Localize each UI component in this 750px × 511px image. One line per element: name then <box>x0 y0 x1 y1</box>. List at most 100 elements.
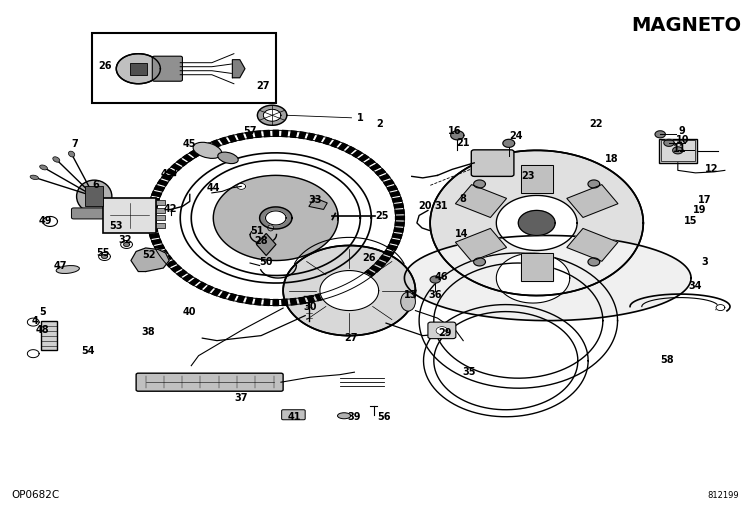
Polygon shape <box>290 131 297 137</box>
Polygon shape <box>256 234 276 256</box>
Polygon shape <box>154 185 164 191</box>
FancyBboxPatch shape <box>136 373 284 391</box>
Text: 20: 20 <box>419 201 432 212</box>
Text: 54: 54 <box>82 345 95 356</box>
Ellipse shape <box>338 413 351 419</box>
Polygon shape <box>664 140 674 146</box>
Polygon shape <box>101 254 107 259</box>
Text: 38: 38 <box>142 327 155 337</box>
Polygon shape <box>346 282 355 289</box>
Ellipse shape <box>53 157 60 162</box>
FancyBboxPatch shape <box>152 56 182 81</box>
Polygon shape <box>263 109 281 121</box>
Polygon shape <box>364 270 375 277</box>
Text: 51: 51 <box>251 226 264 237</box>
Text: 2: 2 <box>376 119 382 129</box>
Polygon shape <box>158 180 168 185</box>
Polygon shape <box>346 147 355 154</box>
Polygon shape <box>147 216 156 220</box>
Bar <box>130 63 147 75</box>
Text: 44: 44 <box>206 183 220 193</box>
Polygon shape <box>474 180 485 188</box>
Polygon shape <box>387 185 398 191</box>
Bar <box>156 216 165 220</box>
Polygon shape <box>307 133 315 140</box>
Bar <box>156 223 165 228</box>
Polygon shape <box>149 197 159 202</box>
Text: 12: 12 <box>705 165 718 174</box>
Polygon shape <box>390 239 400 244</box>
Text: 8: 8 <box>460 194 466 204</box>
Polygon shape <box>166 169 176 175</box>
Polygon shape <box>196 147 206 154</box>
Polygon shape <box>307 296 315 303</box>
Text: 41: 41 <box>287 412 301 422</box>
Polygon shape <box>211 140 220 147</box>
Polygon shape <box>161 174 172 180</box>
Text: 23: 23 <box>521 171 535 181</box>
Polygon shape <box>567 228 618 261</box>
Polygon shape <box>149 234 159 239</box>
Text: 29: 29 <box>438 328 452 338</box>
Polygon shape <box>27 318 39 326</box>
Text: 47: 47 <box>54 261 68 270</box>
Polygon shape <box>394 203 404 208</box>
Bar <box>661 141 694 161</box>
Text: 19: 19 <box>693 205 706 216</box>
Bar <box>92 33 276 103</box>
Text: 58: 58 <box>661 355 674 365</box>
Text: 32: 32 <box>118 236 132 245</box>
Ellipse shape <box>217 152 238 164</box>
Text: 40: 40 <box>183 307 196 317</box>
Polygon shape <box>158 250 168 256</box>
Polygon shape <box>430 276 440 283</box>
Text: 31: 31 <box>434 201 448 212</box>
Bar <box>658 139 697 163</box>
Text: 27: 27 <box>345 333 358 343</box>
Polygon shape <box>255 298 261 305</box>
Ellipse shape <box>76 180 112 213</box>
Text: 46: 46 <box>434 271 448 282</box>
Polygon shape <box>323 137 332 145</box>
Polygon shape <box>196 282 206 289</box>
Polygon shape <box>315 294 323 300</box>
Text: 13: 13 <box>404 290 417 299</box>
Text: 1: 1 <box>357 113 364 123</box>
Polygon shape <box>567 184 618 218</box>
Text: OP0682C: OP0682C <box>11 490 59 500</box>
Polygon shape <box>228 294 236 300</box>
Polygon shape <box>43 217 58 226</box>
Polygon shape <box>384 180 394 185</box>
Text: 15: 15 <box>684 217 698 226</box>
Polygon shape <box>147 222 157 226</box>
Polygon shape <box>99 252 110 261</box>
Text: 36: 36 <box>428 290 442 299</box>
Polygon shape <box>282 130 288 136</box>
Polygon shape <box>395 210 404 214</box>
Polygon shape <box>370 164 380 171</box>
Polygon shape <box>331 289 340 296</box>
Polygon shape <box>588 180 600 188</box>
Polygon shape <box>246 132 253 138</box>
Polygon shape <box>392 197 402 202</box>
Polygon shape <box>430 150 644 295</box>
Polygon shape <box>320 270 379 311</box>
Polygon shape <box>121 241 133 248</box>
Ellipse shape <box>193 142 222 158</box>
Text: 25: 25 <box>376 212 389 221</box>
Text: 56: 56 <box>377 412 391 422</box>
Polygon shape <box>147 130 404 306</box>
Polygon shape <box>384 250 394 256</box>
Polygon shape <box>394 228 404 233</box>
Polygon shape <box>124 243 130 246</box>
Polygon shape <box>266 211 286 225</box>
Polygon shape <box>451 131 464 140</box>
Text: 6: 6 <box>92 180 99 191</box>
Text: 26: 26 <box>98 61 111 71</box>
Polygon shape <box>309 198 327 210</box>
FancyBboxPatch shape <box>428 322 456 339</box>
Text: 10: 10 <box>676 135 689 145</box>
Text: 24: 24 <box>509 131 523 142</box>
Polygon shape <box>152 239 161 244</box>
Polygon shape <box>147 210 157 214</box>
